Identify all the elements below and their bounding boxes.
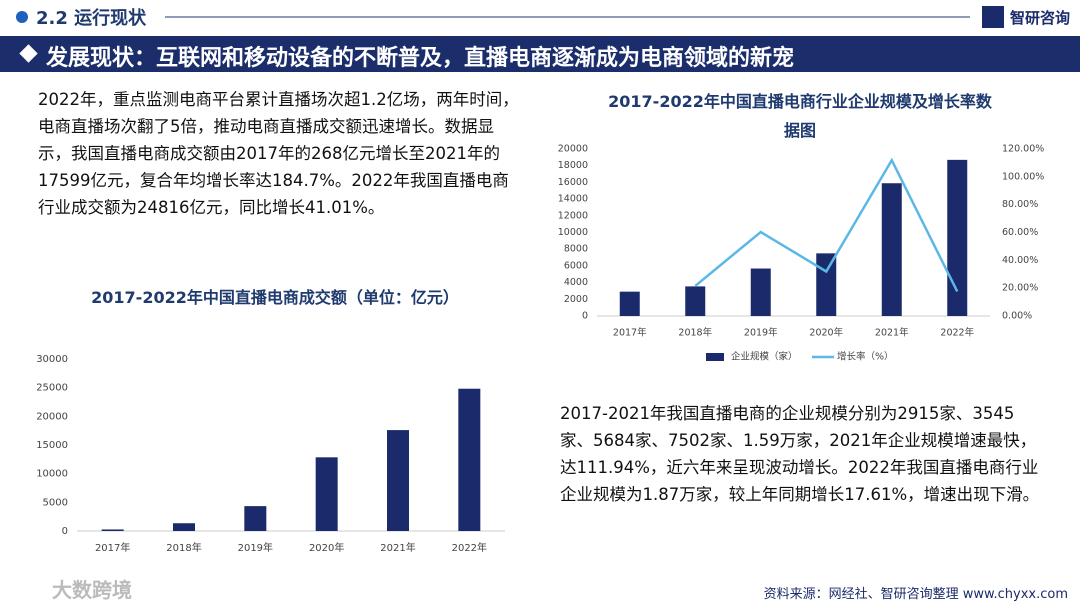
y2-tick-label: 0.00%: [1002, 311, 1032, 322]
bar: [816, 253, 837, 316]
y-tick-label: 0: [62, 526, 68, 537]
bar: [750, 268, 771, 316]
y-tick-label: 6000: [564, 260, 588, 271]
bar: [315, 457, 338, 531]
bar: [387, 430, 409, 531]
brand: 智研咨询: [1010, 9, 1071, 27]
y-tick-label: 4000: [564, 277, 588, 288]
x-tick-label: 2018年: [166, 541, 201, 554]
x-tick-label: 2020年: [809, 327, 843, 339]
y-tick-label: 5000: [43, 497, 68, 508]
y2-tick-label: 120.00%: [1002, 144, 1044, 155]
legend-label: 企业规模（家）: [731, 351, 798, 363]
x-tick-label: 2021年: [875, 327, 909, 339]
bar: [619, 291, 640, 316]
x-tick-label: 2021年: [380, 541, 415, 554]
paragraph: 2017-2021年我国直播电商的企业规模分别为2915家、3545家、5684…: [560, 404, 1040, 504]
bar: [881, 183, 902, 316]
banner: [0, 36, 1080, 72]
y-tick-label: 12000: [558, 210, 588, 221]
bar: [947, 159, 968, 316]
x-tick-label: 2018年: [678, 327, 712, 339]
y-tick-label: 20000: [558, 144, 588, 155]
legend-swatch: [706, 353, 724, 361]
y-tick-label: 10000: [558, 227, 588, 238]
y-tick-label: 30000: [36, 354, 68, 365]
bullet: [16, 11, 28, 23]
watermark: 大数跨境: [52, 578, 132, 602]
line: [694, 157, 959, 293]
x-tick-label: 2020年: [309, 541, 344, 554]
x-tick-label: 2017年: [95, 541, 130, 554]
y-tick-label: 15000: [36, 440, 68, 451]
y-tick-label: 0: [582, 311, 588, 322]
banner-text: 发展现状：互联网和移动设备的不断普及，直播电商逐渐成为电商领域的新宠: [46, 46, 795, 71]
bar: [244, 506, 267, 531]
y2-tick-label: 60.00%: [1002, 227, 1038, 238]
y2-tick-label: 80.00%: [1002, 199, 1038, 210]
y-tick-label: 20000: [36, 411, 68, 422]
y2-tick-label: 20.00%: [1002, 283, 1038, 294]
chart-title: 2017-2022年中国直播电商成交额（单位：亿元）: [91, 288, 459, 307]
y2-tick-label: 100.00%: [1002, 171, 1044, 182]
y-tick-label: 18000: [558, 160, 588, 171]
y-tick-label: 16000: [558, 177, 588, 188]
y-tick-label: 14000: [558, 194, 588, 205]
y-tick-label: 25000: [36, 383, 68, 394]
x-tick-label: 2017年: [613, 327, 647, 339]
diamond: [19, 44, 38, 63]
chart-title: 2017-2022年中国直播电商行业企业规模及增长率数据图: [608, 92, 992, 140]
bar: [458, 388, 481, 531]
bar: [101, 529, 124, 531]
legend-label: 增长率（%）: [837, 351, 894, 363]
y-tick-label: 8000: [564, 244, 588, 255]
x-tick-label: 2022年: [940, 327, 974, 339]
x-tick-label: 2019年: [238, 541, 273, 554]
x-tick-label: 2019年: [744, 327, 778, 339]
y-tick-label: 10000: [36, 469, 68, 480]
y2-tick-label: 40.00%: [1002, 255, 1038, 266]
paragraph: 2022年，重点监测电商平台累计直播场次超1.2亿场，两年时间，电商直播场次翻了…: [38, 90, 519, 217]
bar: [685, 286, 706, 316]
y-tick-label: 2000: [564, 294, 588, 305]
section-title: 2.2 运行现状: [36, 8, 147, 29]
logo-icon: [982, 6, 1004, 28]
x-tick-label: 2022年: [452, 541, 487, 554]
source: 资料来源：网经社、智研咨询整理 www.chyxx.com: [763, 587, 1068, 602]
bar: [173, 523, 195, 531]
